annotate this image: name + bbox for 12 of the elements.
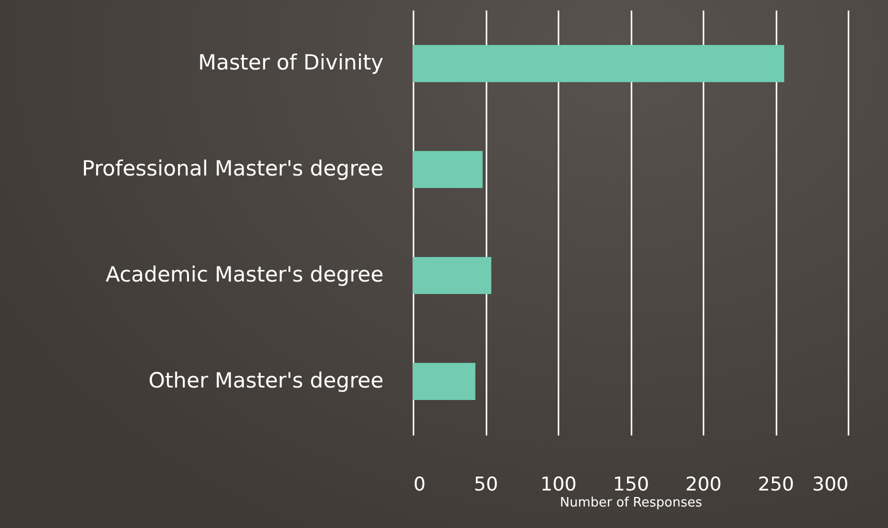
y-tick-label: Professional Master's degree <box>82 156 384 181</box>
x-tick-label: 0 <box>414 474 426 496</box>
x-tick-label: 250 <box>758 474 794 496</box>
x-tick-label: 150 <box>612 474 650 496</box>
x-tick-label: 200 <box>685 474 722 496</box>
x-axis-title: Number of Responses <box>560 496 702 510</box>
x-tick-label: 100 <box>540 474 577 496</box>
x-tick-label: 50 <box>474 474 498 496</box>
y-tick-label: Master of Divinity <box>198 50 384 75</box>
y-tick-label: Academic Master's degree <box>106 262 384 286</box>
x-tick-label: 300 <box>812 474 848 496</box>
y-tick-label: Other Master's degree <box>148 368 384 392</box>
